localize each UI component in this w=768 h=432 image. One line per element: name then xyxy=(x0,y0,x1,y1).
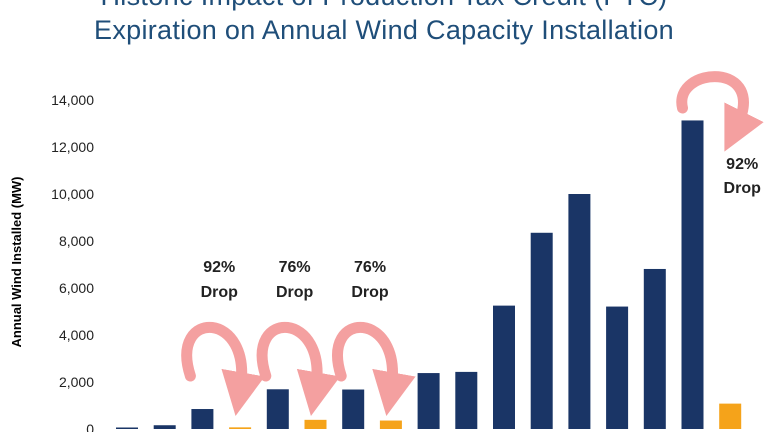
bar xyxy=(568,194,591,429)
y-tick-label: 6,000 xyxy=(59,280,94,296)
chart-title: Historic Impact of Production Tax Credit… xyxy=(0,0,768,12)
bar xyxy=(606,306,629,429)
bar xyxy=(342,389,365,429)
drop-word-label: Drop xyxy=(724,180,762,197)
y-tick-label: 14,000 xyxy=(51,92,94,108)
y-tick-label: 0 xyxy=(86,421,94,432)
drop-arrow xyxy=(181,322,265,417)
y-tick-label: 4,000 xyxy=(59,327,94,343)
bar xyxy=(417,373,440,429)
drop-percent-label: 92% xyxy=(203,259,235,276)
drop-percent-label: 92% xyxy=(726,156,758,173)
drop-percent-label: 76% xyxy=(279,259,311,276)
bar xyxy=(266,389,289,429)
chart-subtitle: Expiration on Annual Wind Capacity Insta… xyxy=(94,15,674,45)
bar xyxy=(229,427,252,429)
drop-arrow xyxy=(332,322,416,417)
drop-arrow xyxy=(256,322,341,417)
y-axis-label: Annual Wind Installed (MW) xyxy=(9,176,24,347)
y-tick-label: 8,000 xyxy=(59,233,94,249)
y-tick-label: 12,000 xyxy=(51,139,94,155)
bar xyxy=(493,305,515,429)
bar xyxy=(379,420,402,429)
bar xyxy=(304,419,327,429)
bar xyxy=(530,232,553,429)
drop-percent-label: 76% xyxy=(354,259,386,276)
bar xyxy=(681,120,704,429)
drop-word-label: Drop xyxy=(351,284,389,301)
y-tick-label: 2,000 xyxy=(59,374,94,390)
y-tick-label: 10,000 xyxy=(51,186,94,202)
bar xyxy=(455,371,478,429)
bar xyxy=(116,427,138,429)
bar xyxy=(719,403,742,429)
drop-word-label: Drop xyxy=(276,284,314,301)
bar xyxy=(191,409,214,429)
drop-word-label: Drop xyxy=(201,284,239,301)
bar xyxy=(153,425,176,429)
bar xyxy=(643,268,666,429)
drop-arrow xyxy=(676,71,764,152)
